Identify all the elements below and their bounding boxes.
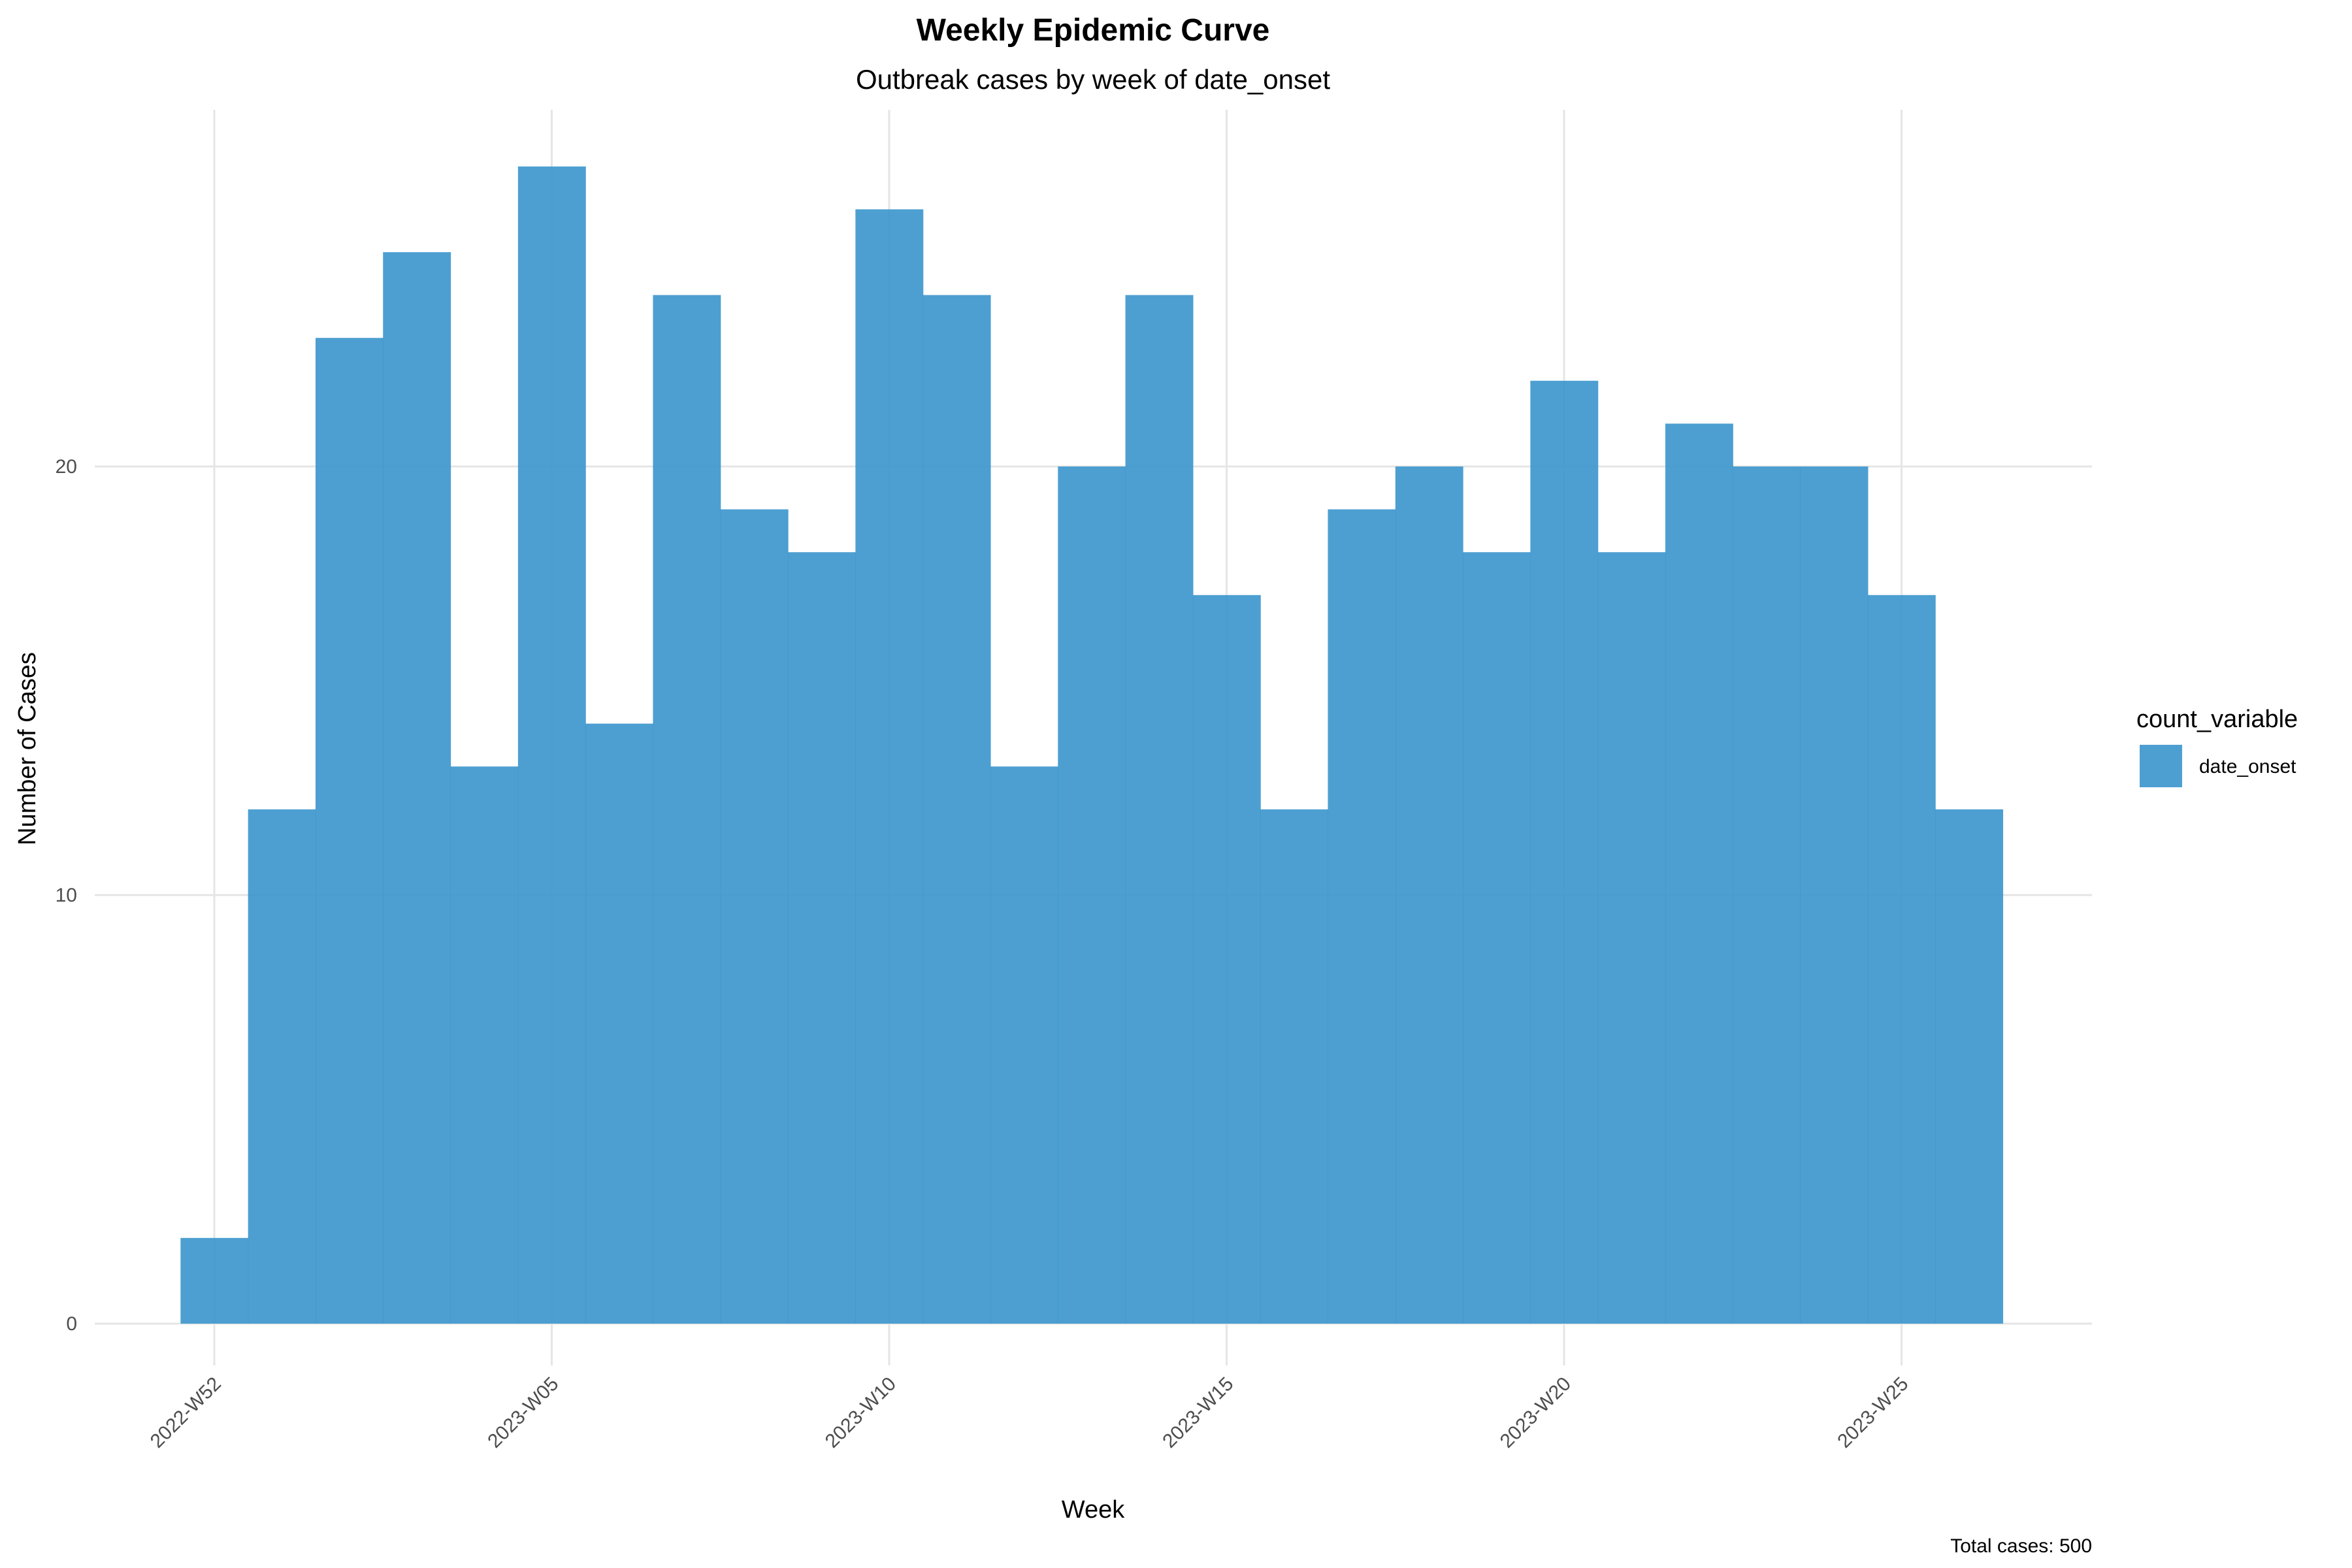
- x-tick-label: 2023-W20: [1496, 1373, 1575, 1452]
- bar-2023-w24: [1800, 466, 1869, 1324]
- bar-2023-w12: [990, 766, 1058, 1324]
- bar-2023-w17: [1328, 509, 1396, 1324]
- bar-2022-w52: [180, 1237, 249, 1324]
- x-tick-label: 2023-W10: [821, 1373, 900, 1452]
- legend: count_variable date_onset: [2136, 706, 2298, 787]
- bar-2023-w16: [1260, 809, 1329, 1324]
- x-tick-label: 2023-W15: [1158, 1373, 1237, 1452]
- bar-2023-w10: [855, 209, 924, 1324]
- bar-2023-w20: [1530, 380, 1599, 1324]
- y-tick-label: 10: [56, 885, 77, 906]
- chart-title: Weekly Epidemic Curve: [917, 13, 1270, 48]
- bar-2023-w15: [1192, 595, 1261, 1324]
- bar-2023-w13: [1058, 466, 1126, 1324]
- bar-2023-w02: [315, 338, 384, 1324]
- bar-2023-w09: [788, 552, 856, 1324]
- x-tick-label: 2022-W52: [146, 1373, 225, 1452]
- y-tick-label: 20: [56, 456, 77, 478]
- bar-2023-w03: [383, 252, 451, 1324]
- x-tick-label: 2023-W25: [1833, 1373, 1912, 1452]
- y-tick-label: 0: [66, 1313, 77, 1335]
- bar-2023-w11: [923, 295, 991, 1324]
- bar-2023-w05: [517, 166, 586, 1324]
- x-axis-title: Week: [1062, 1496, 1125, 1524]
- legend-key: [2140, 745, 2182, 787]
- bar-2023-w04: [450, 766, 519, 1324]
- bar-2023-w21: [1597, 552, 1666, 1324]
- bar-2023-w22: [1665, 423, 1733, 1324]
- bar-2023-w07: [653, 295, 721, 1324]
- bar-2023-w23: [1733, 466, 1801, 1324]
- caption-total-cases: Total cases: 500: [1950, 1535, 2092, 1557]
- bar-2023-w06: [585, 723, 654, 1324]
- y-tick-labels: 0 10 20: [56, 456, 77, 1335]
- bar-2023-w26: [1935, 809, 2004, 1324]
- bar-2023-w19: [1463, 552, 1531, 1324]
- legend-label: date_onset: [2199, 756, 2296, 777]
- bar-2023-w08: [720, 509, 789, 1324]
- x-tick-label: 2023-W05: [483, 1373, 563, 1452]
- x-tick-labels: 2022-W52 2023-W05 2023-W10 2023-W15 2023-W20…: [146, 1373, 1913, 1452]
- bar-2023-w25: [1867, 595, 1936, 1324]
- bar-2023-w14: [1125, 295, 1194, 1324]
- chart-subtitle: Outbreak cases by week of date_onset: [856, 64, 1330, 95]
- bar-2023-w18: [1395, 466, 1463, 1324]
- bar-2023-w01: [248, 809, 316, 1324]
- y-axis-title: Number of Cases: [14, 652, 41, 845]
- legend-title: count_variable: [2136, 706, 2298, 733]
- bars: [180, 166, 2004, 1324]
